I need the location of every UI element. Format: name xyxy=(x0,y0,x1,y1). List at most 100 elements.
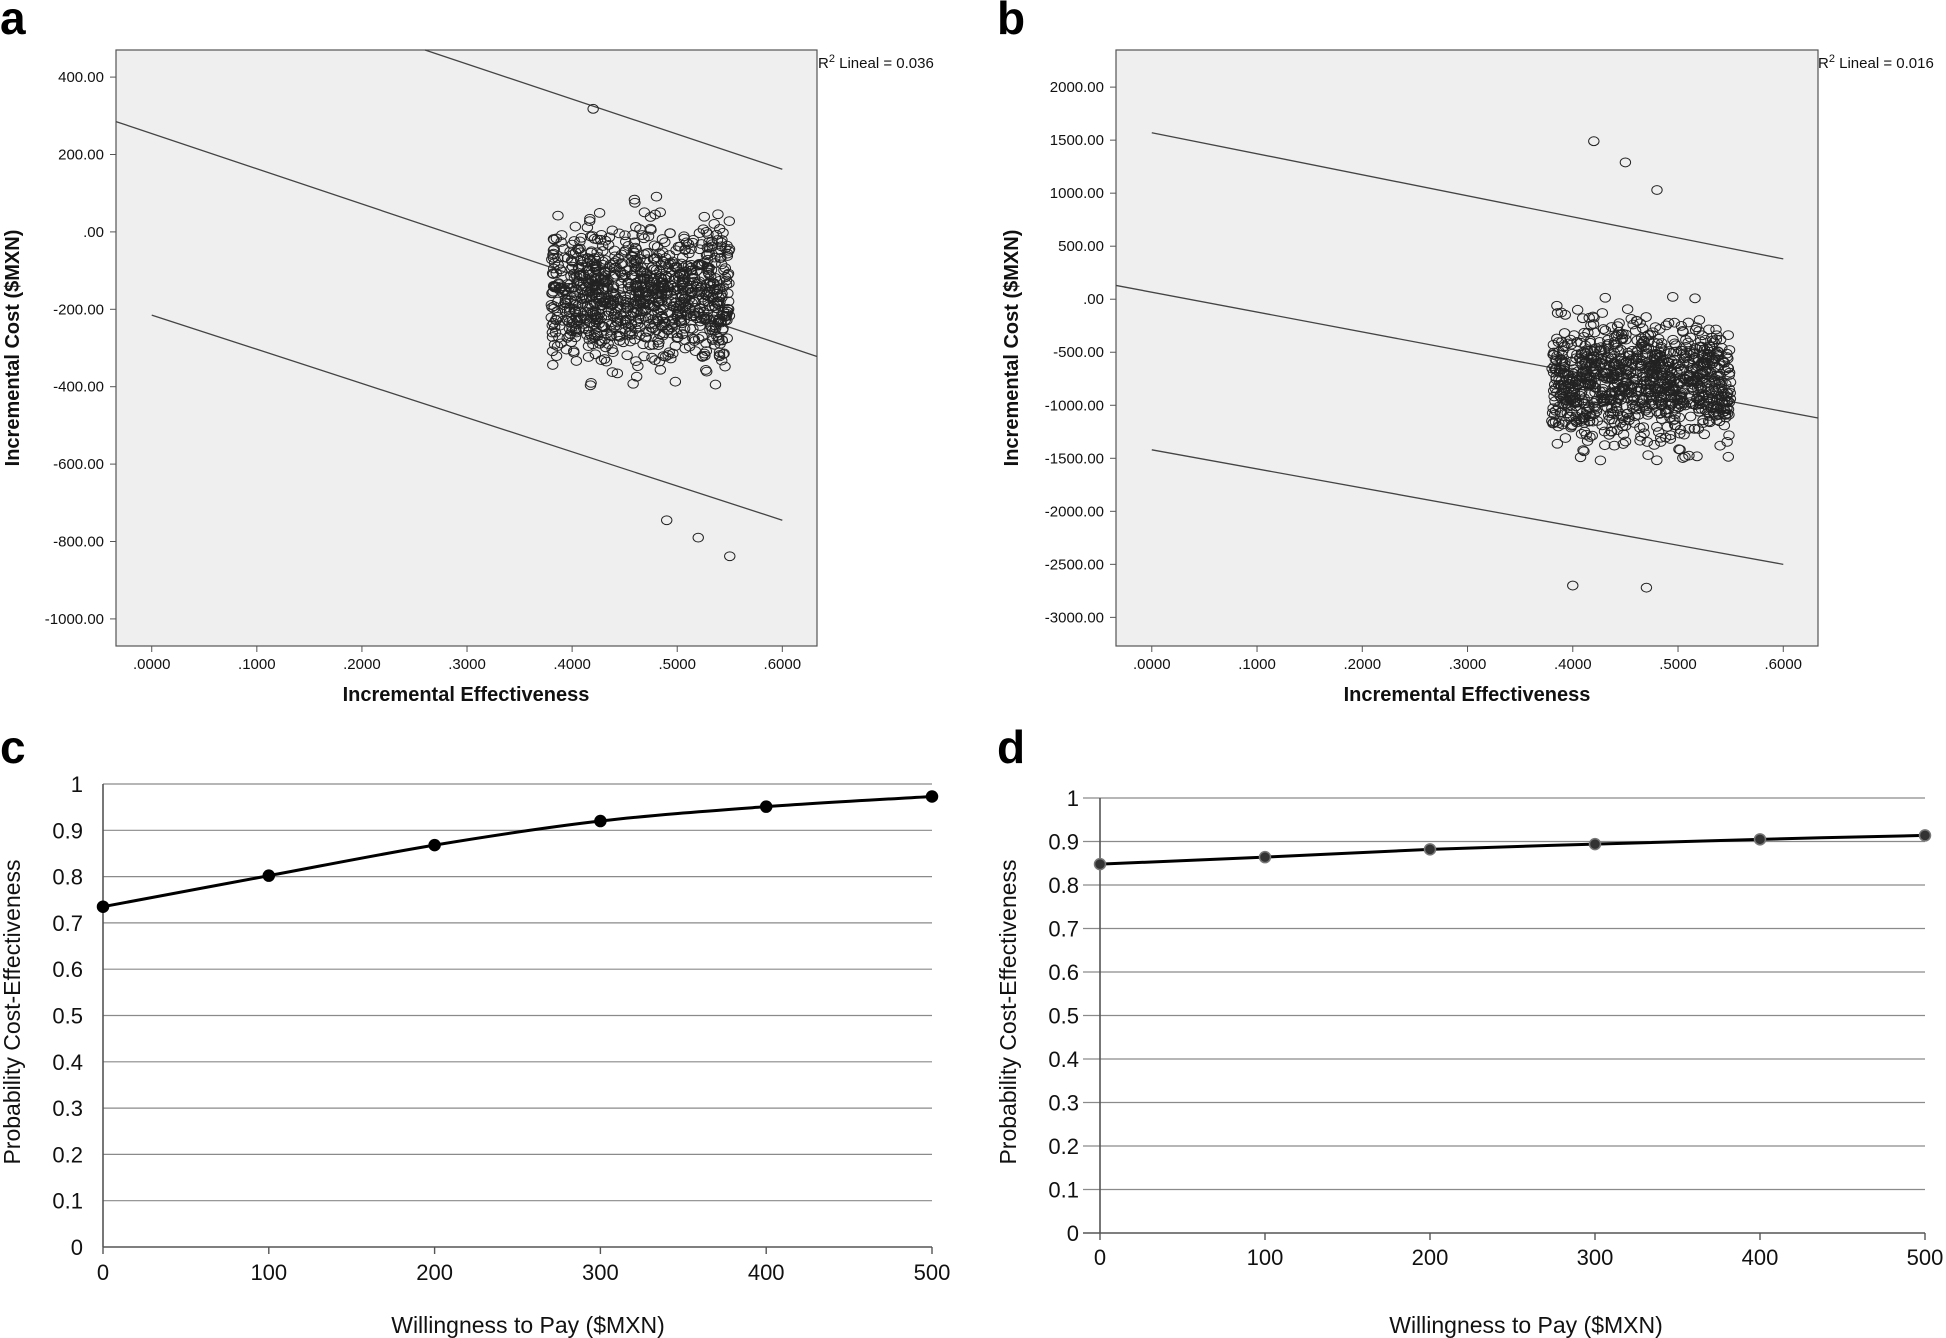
scatter-point xyxy=(695,313,708,324)
scatter-point xyxy=(723,310,736,321)
scatter-point xyxy=(1611,397,1623,408)
scatter-point xyxy=(689,297,701,308)
y-tick-label: 0.1 xyxy=(52,1189,83,1214)
scatter-point xyxy=(1617,383,1629,394)
scatter-point xyxy=(1605,387,1618,398)
data-point xyxy=(428,838,441,852)
scatter-point xyxy=(1704,417,1716,428)
scatter-point xyxy=(1655,432,1667,443)
scatter-point xyxy=(1664,348,1676,358)
scatter-point xyxy=(1636,394,1649,405)
scatter-point xyxy=(1706,358,1719,369)
scatter-point xyxy=(1637,422,1650,433)
y-tick-label: 0.7 xyxy=(52,911,83,936)
scatter-point xyxy=(709,379,722,390)
scatter-point xyxy=(1705,388,1718,399)
data-point xyxy=(1753,833,1767,846)
scatter-point xyxy=(567,282,580,293)
scatter-point xyxy=(622,241,634,251)
scatter-point xyxy=(598,266,611,277)
data-point xyxy=(1588,837,1602,851)
scatter-point xyxy=(634,296,646,307)
scatter-point xyxy=(670,245,682,256)
scatter-point xyxy=(603,232,616,243)
scatter-point xyxy=(715,237,728,248)
scatter-point xyxy=(1711,415,1723,425)
scatter-point xyxy=(630,356,642,367)
scatter-point xyxy=(1574,452,1587,463)
scatter-point xyxy=(634,286,646,297)
scatter-point xyxy=(666,256,679,267)
scatter-point xyxy=(678,233,690,244)
scatter-point xyxy=(548,263,560,274)
scatter-point xyxy=(548,303,560,314)
scatter-point xyxy=(1683,423,1695,434)
scatter-point xyxy=(1651,455,1663,466)
x-tick-label: 200 xyxy=(1412,1245,1449,1270)
panel-letter-d: d xyxy=(997,721,1025,773)
data-point xyxy=(1423,843,1437,856)
x-tick-label: .6000 xyxy=(1764,656,1802,673)
scatter-point xyxy=(1599,356,1612,366)
scatter-point xyxy=(1576,355,1589,365)
scatter-point xyxy=(622,278,635,289)
scatter-point xyxy=(676,303,689,314)
scatter-point xyxy=(696,260,709,270)
scatter-point xyxy=(546,302,558,313)
scatter-point xyxy=(1690,400,1702,411)
scatter-point xyxy=(1557,346,1569,356)
scatter-point xyxy=(1656,399,1668,410)
scatter-point xyxy=(1706,372,1718,383)
scatter-point xyxy=(1570,375,1583,386)
y-tick-label: -2000.00 xyxy=(1045,503,1104,520)
x-tick-label: .6000 xyxy=(764,656,802,673)
scatter-point xyxy=(1674,428,1686,439)
y-tick-label: .00 xyxy=(83,224,104,241)
scatter-point xyxy=(701,249,714,260)
scatter-point xyxy=(1604,408,1617,418)
scatter-point xyxy=(589,309,601,320)
scatter-point xyxy=(611,368,624,379)
scatter-point xyxy=(548,280,560,291)
x-tick-label: .5000 xyxy=(1659,656,1697,673)
scatter-point xyxy=(654,364,667,375)
scatter-point xyxy=(1709,374,1721,384)
y-tick-label: 0.5 xyxy=(52,1004,83,1029)
scatter-point xyxy=(1551,300,1563,311)
scatter-point xyxy=(1546,408,1559,418)
x-tick-label: .1000 xyxy=(238,656,276,673)
scatter-point xyxy=(1584,345,1597,356)
scatter-point xyxy=(586,291,598,302)
scatter-point xyxy=(550,315,563,326)
y-tick-label: -3000.00 xyxy=(1045,609,1104,626)
scatter-point xyxy=(1585,320,1597,331)
scatter-point xyxy=(629,197,641,208)
x-axis-title-b: Incremental Effectiveness xyxy=(1344,684,1591,706)
scatter-point xyxy=(551,341,564,351)
scatter-point xyxy=(661,515,673,526)
scatter-point xyxy=(567,346,580,356)
scatter-point xyxy=(1694,360,1706,371)
scatter-point xyxy=(1694,368,1707,379)
scatter-point xyxy=(1619,357,1632,368)
panel-d: d 0 0.1 0.2 0.3 0.4 0.5 0.6 0.7 0.8 0.9 1 0 100 200 3… xyxy=(995,721,1943,1338)
scatter-point xyxy=(1696,341,1709,352)
scatter-point xyxy=(1639,348,1652,359)
scatter-point xyxy=(641,274,654,285)
scatter-point xyxy=(615,278,627,289)
scatter-point xyxy=(547,252,560,263)
scatter-point xyxy=(599,334,611,345)
scatter-point xyxy=(547,360,559,370)
scatter-point xyxy=(1691,383,1704,394)
x-tick-label: 100 xyxy=(1247,1245,1284,1270)
panel-b: b 2000.00 1500.00 1000.00 500.00 .00 -500.00 -… xyxy=(997,0,1934,706)
scatter-point xyxy=(584,254,596,264)
scatter-point xyxy=(581,314,593,325)
scatter-point xyxy=(1701,363,1713,374)
scatter-point xyxy=(1667,334,1679,345)
y-tick-label: 0.2 xyxy=(52,1142,83,1167)
y-tick-label: -200.00 xyxy=(53,301,104,318)
scatter-point xyxy=(1604,394,1616,405)
scatter-point xyxy=(1588,136,1600,147)
